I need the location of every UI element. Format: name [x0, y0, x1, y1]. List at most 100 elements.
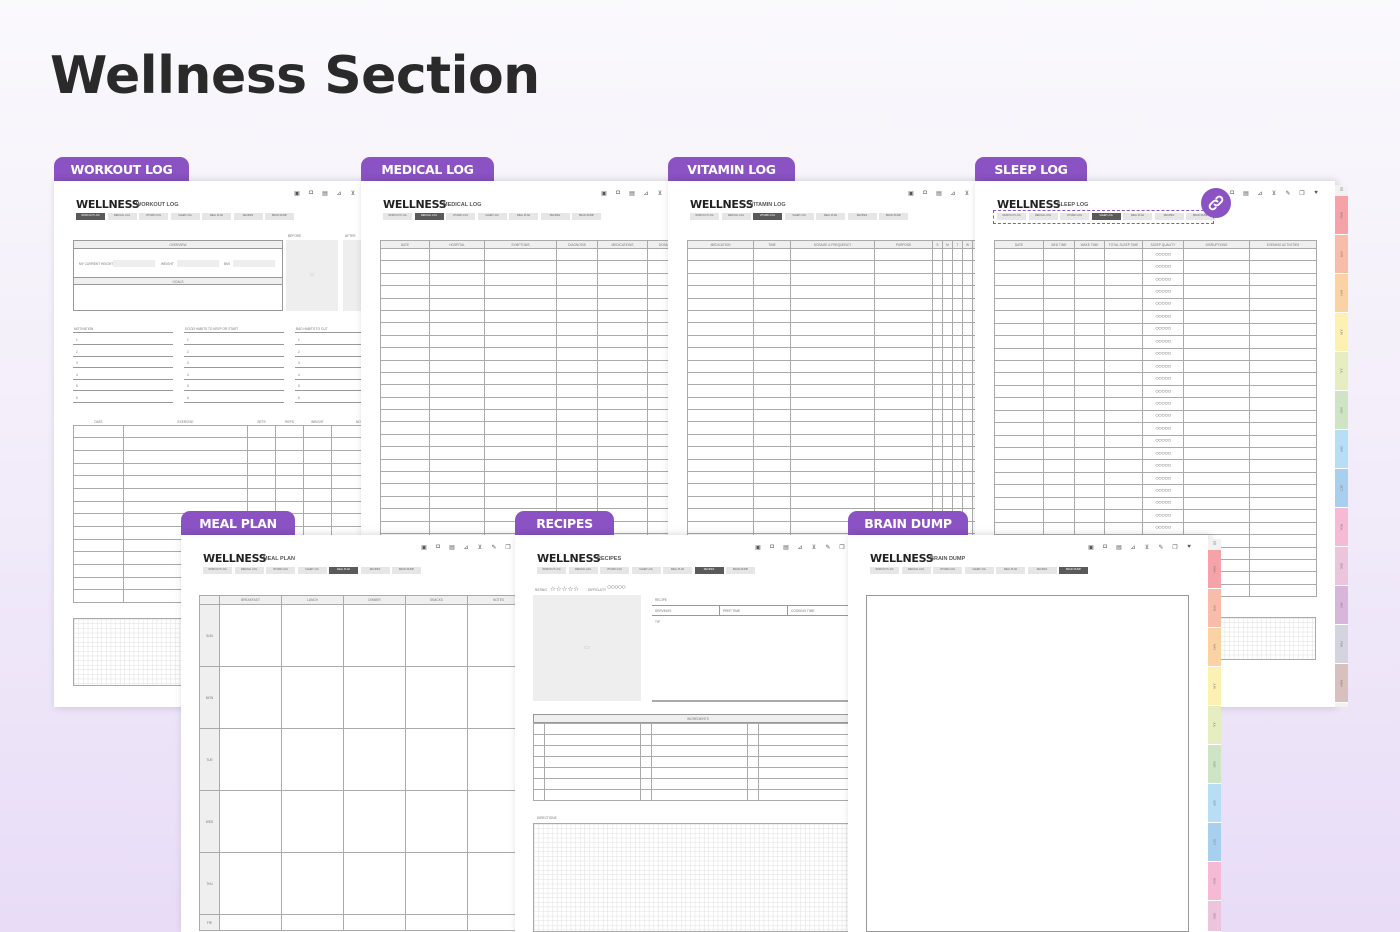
table-cell[interactable]: [247, 437, 276, 451]
table-cell[interactable]: [747, 767, 759, 779]
nav-tab-sleep-log[interactable]: SLEEP LOG: [1091, 213, 1121, 220]
month-tab-jan[interactable]: JAN: [1335, 586, 1348, 625]
table-cell[interactable]: [874, 260, 933, 274]
table-cell[interactable]: [753, 347, 791, 361]
table-cell[interactable]: [942, 396, 953, 411]
table-cell[interactable]: [484, 272, 557, 287]
table-cell[interactable]: [1074, 459, 1105, 473]
table-cell[interactable]: [874, 483, 933, 497]
list-line[interactable]: [295, 390, 395, 392]
table-cell[interactable]: [952, 247, 963, 262]
table-cell[interactable]: [380, 297, 430, 311]
table-cell[interactable]: [73, 589, 124, 604]
sleep-quality-rating[interactable]: ○○○○○: [1142, 297, 1184, 312]
table-cell[interactable]: [429, 495, 485, 510]
table-cell[interactable]: [1104, 285, 1143, 299]
table-cell[interactable]: [219, 604, 282, 667]
table-cell[interactable]: [123, 475, 248, 489]
table-cell[interactable]: [303, 462, 332, 477]
table-cell[interactable]: [747, 778, 759, 790]
table-cell[interactable]: [753, 285, 791, 299]
table-cell[interactable]: [73, 526, 124, 540]
table-cell[interactable]: [1249, 409, 1317, 424]
table-cell[interactable]: [597, 421, 648, 435]
table-cell[interactable]: [687, 247, 754, 262]
table-cell[interactable]: [380, 347, 430, 361]
table-cell[interactable]: [994, 322, 1044, 337]
table-cell[interactable]: [73, 551, 124, 566]
table-cell[interactable]: [932, 272, 943, 287]
nav-tab-workout-log[interactable]: WORKOUT LOG: [383, 213, 412, 220]
table-cell[interactable]: [753, 272, 791, 287]
table-cell[interactable]: [247, 475, 276, 489]
table-cell[interactable]: [952, 371, 963, 386]
bmi-input[interactable]: [233, 260, 275, 267]
table-cell[interactable]: [73, 564, 124, 578]
chart-icon[interactable]: ⊿: [1130, 545, 1136, 551]
nav-tab-sleep-log[interactable]: SLEEP LOG: [170, 213, 200, 220]
table-cell[interactable]: [1043, 384, 1075, 399]
table-cell[interactable]: [1074, 359, 1105, 374]
table-cell[interactable]: [123, 487, 248, 502]
table-cell[interactable]: [952, 495, 963, 510]
sleep-quality-rating[interactable]: ○○○○○: [1142, 359, 1184, 374]
height-input[interactable]: [113, 260, 155, 267]
table-cell[interactable]: [1183, 347, 1250, 361]
table-cell[interactable]: [1043, 310, 1075, 324]
table-cell[interactable]: [429, 384, 485, 398]
nav-tab-vitamin-log[interactable]: VITAMIN LOG: [139, 213, 168, 220]
cart-icon[interactable]: ⊻: [1144, 545, 1150, 551]
table-cell[interactable]: [1104, 384, 1143, 399]
month-tab-mar[interactable]: MAR: [1208, 550, 1221, 589]
sleep-quality-rating[interactable]: ○○○○○: [1142, 434, 1184, 449]
copy-icon[interactable]: ❐: [1299, 191, 1305, 197]
list-line[interactable]: [73, 390, 173, 392]
table-cell[interactable]: [1104, 347, 1143, 361]
table-cell[interactable]: [1249, 247, 1317, 262]
nav-tab-sleep-log[interactable]: SLEEP LOG: [784, 213, 814, 220]
table-cell[interactable]: [687, 359, 754, 373]
nav-tab-vitamin-log[interactable]: VITAMIN LOG: [600, 567, 629, 574]
table-cell[interactable]: [1043, 335, 1075, 349]
table-cell[interactable]: [1074, 509, 1105, 523]
table-cell[interactable]: [994, 297, 1044, 312]
month-tab-mar[interactable]: MAR: [1335, 196, 1348, 235]
table-cell[interactable]: [962, 384, 973, 398]
nav-tab-recipes[interactable]: RECIPES: [694, 567, 724, 574]
table-cell[interactable]: [405, 728, 468, 791]
month-tab-sep[interactable]: SEP: [1335, 430, 1348, 469]
table-cell[interactable]: [1183, 260, 1250, 274]
table-cell[interactable]: [380, 396, 430, 411]
table-cell[interactable]: [380, 247, 430, 262]
table-cell[interactable]: [687, 347, 754, 361]
table-cell[interactable]: [73, 462, 124, 477]
chart-icon[interactable]: ⊿: [643, 191, 649, 197]
list-line[interactable]: [184, 367, 284, 368]
table-cell[interactable]: [1249, 310, 1317, 324]
list-line[interactable]: [184, 402, 284, 403]
table-cell[interactable]: [219, 728, 282, 791]
table-cell[interactable]: [932, 483, 943, 497]
table-cell[interactable]: [874, 458, 933, 473]
table-cell[interactable]: [597, 495, 648, 510]
table-cell[interactable]: [1104, 322, 1143, 337]
table-cell[interactable]: [651, 789, 748, 801]
notebook-icon[interactable]: ◘: [1103, 544, 1107, 550]
table-cell[interactable]: [962, 297, 973, 311]
calendar-icon[interactable]: ▣: [908, 191, 914, 197]
chart-icon[interactable]: ⊿: [950, 191, 956, 197]
table-cell[interactable]: [1104, 310, 1143, 324]
table-cell[interactable]: [1043, 459, 1075, 473]
table-cell[interactable]: [962, 495, 973, 510]
nav-tab-meal-plan[interactable]: MEAL PLAN: [1123, 213, 1152, 220]
table-cell[interactable]: [484, 384, 557, 398]
table-cell[interactable]: [1183, 409, 1250, 424]
table-cell[interactable]: [533, 734, 545, 746]
table-cell[interactable]: [962, 285, 973, 299]
nav-tab-vitamin-log[interactable]: VITAMIN LOG: [1060, 213, 1089, 220]
table-cell[interactable]: [1249, 272, 1317, 287]
table-cell[interactable]: [962, 260, 973, 274]
table-cell[interactable]: [1183, 372, 1250, 386]
link-icon[interactable]: [1201, 188, 1231, 218]
table-cell[interactable]: [1249, 422, 1317, 436]
